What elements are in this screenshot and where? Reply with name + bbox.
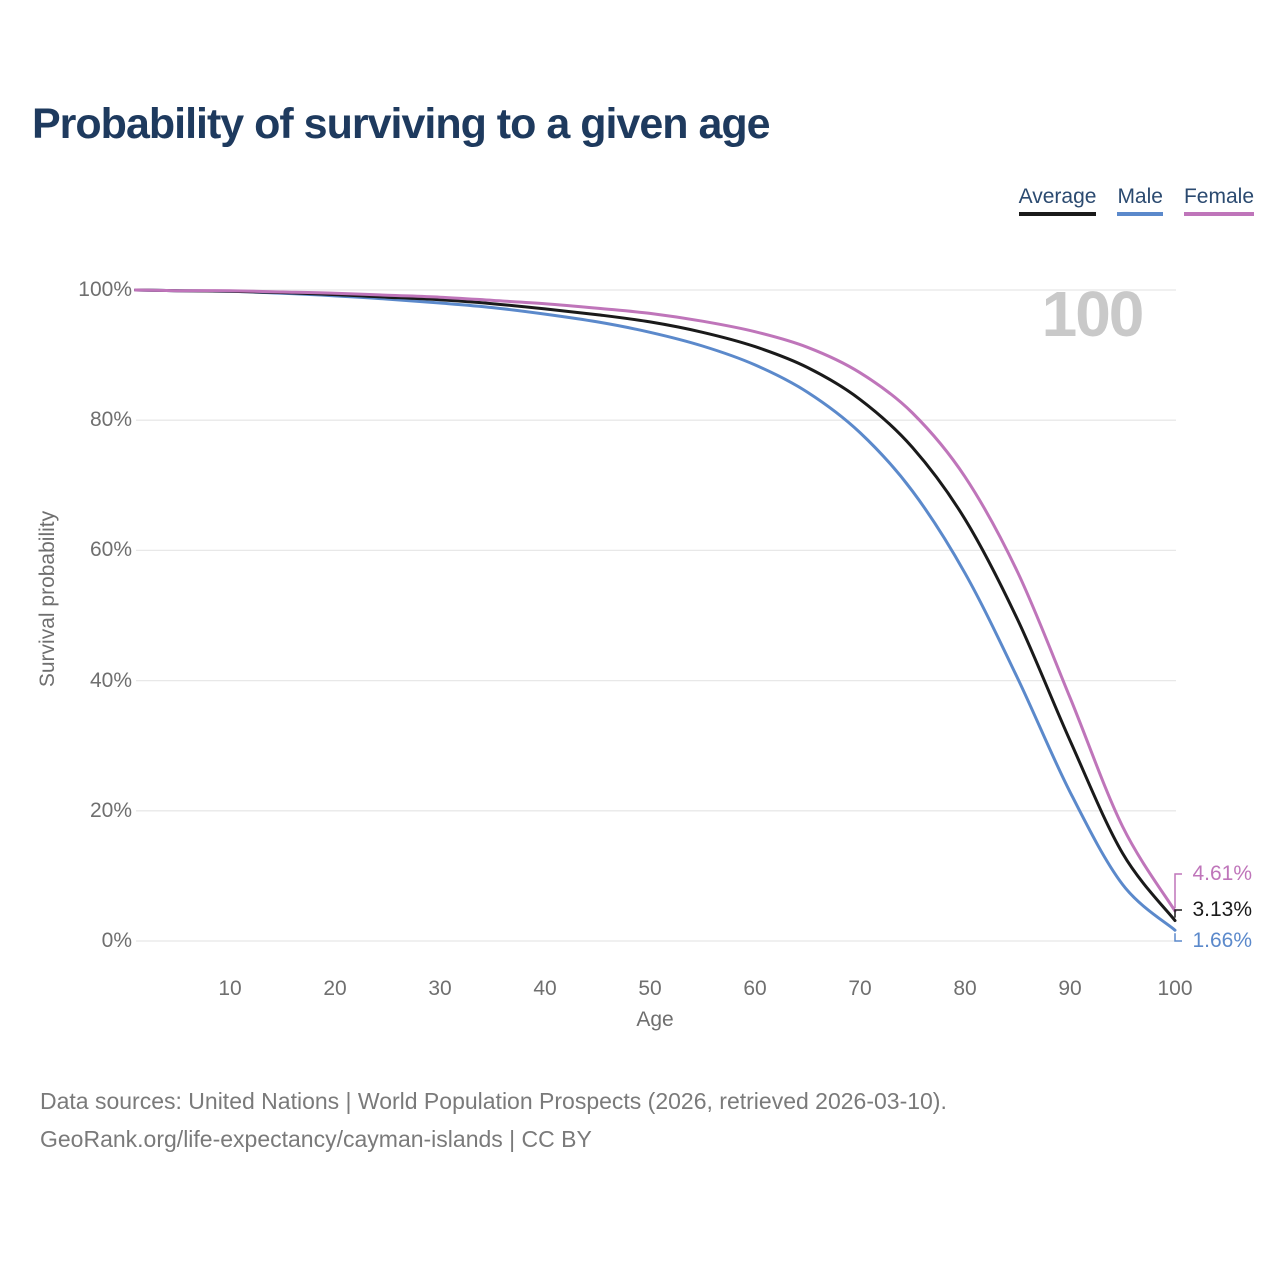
y-tick-20%: 20% bbox=[89, 798, 132, 822]
legend: Average Male Female bbox=[1018, 185, 1254, 216]
end-label-connector-average bbox=[1174, 909, 1182, 918]
curve-average[interactable] bbox=[134, 288, 1177, 923]
footer: Data sources: United Nations | World Pop… bbox=[40, 1082, 1220, 1158]
y-tick-0%: 0% bbox=[101, 929, 132, 952]
x-tick-100: 100 bbox=[1157, 977, 1193, 1000]
x-tick-40: 40 bbox=[533, 977, 557, 1000]
y-tick-60%: 60% bbox=[89, 538, 132, 562]
end-value-label-male: 1.66% bbox=[1192, 929, 1252, 952]
curve-male[interactable] bbox=[134, 288, 1177, 932]
x-tick-80: 80 bbox=[953, 977, 977, 1000]
legend-item-male[interactable]: Male bbox=[1117, 185, 1163, 216]
y-tick-40%: 40% bbox=[89, 668, 132, 692]
x-tick-60: 60 bbox=[743, 977, 767, 1000]
x-tick-20: 20 bbox=[323, 977, 347, 1000]
legend-item-female[interactable]: Female bbox=[1183, 185, 1254, 216]
footer-attribution-line: GeoRank.org/life-expectancy/cayman-islan… bbox=[40, 1126, 592, 1152]
x-tick-10: 10 bbox=[218, 977, 242, 1000]
chart-title: Probability of surviving to a given age bbox=[32, 100, 771, 148]
curve-female[interactable] bbox=[134, 288, 1177, 913]
x-tick-50: 50 bbox=[638, 977, 662, 1000]
y-tick-80%: 80% bbox=[89, 408, 132, 432]
end-value-label-average: 3.13% bbox=[1192, 898, 1252, 921]
x-tick-30: 30 bbox=[428, 977, 452, 1000]
footer-source-line: Data sources: United Nations | World Pop… bbox=[40, 1088, 947, 1114]
end-value-label-female: 4.61% bbox=[1192, 862, 1252, 885]
x-axis-title: Age bbox=[636, 1008, 674, 1031]
y-tick-100%: 100% bbox=[78, 278, 132, 301]
x-tick-70: 70 bbox=[848, 977, 872, 1000]
end-label-connector-female bbox=[1174, 873, 1182, 908]
legend-item-average[interactable]: Average bbox=[1018, 185, 1097, 216]
x-tick-90: 90 bbox=[1058, 977, 1082, 1000]
hover-age-watermark: 100 bbox=[1041, 278, 1145, 350]
end-label-connector-male bbox=[1174, 933, 1182, 942]
